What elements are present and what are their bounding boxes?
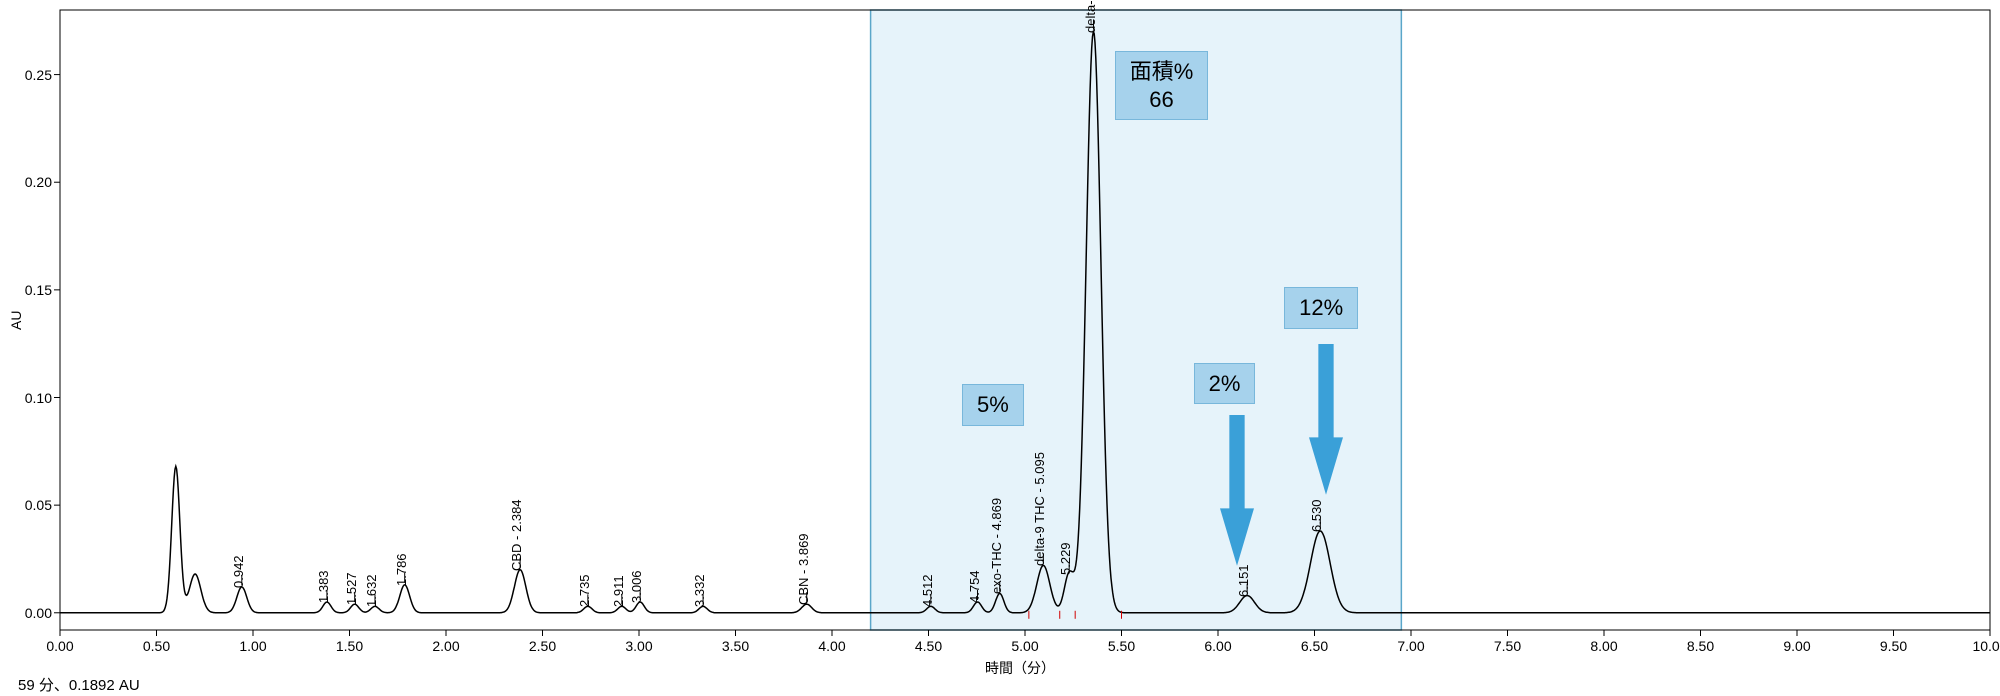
y-tick-label: 0.00 (12, 605, 52, 621)
peak-label: 4.512 (920, 575, 935, 608)
peak-label: CBN - 3.869 (796, 534, 811, 606)
peak-label: 1.786 (394, 553, 409, 586)
peak-label: 0.942 (231, 555, 246, 588)
peak-label: 2.735 (577, 575, 592, 608)
x-tick-label: 9.50 (1874, 638, 1914, 654)
x-tick-label: 6.00 (1198, 638, 1238, 654)
y-tick-label: 0.10 (12, 390, 52, 406)
x-tick-label: 1.00 (233, 638, 273, 654)
callout-2pct: 2% (1194, 363, 1256, 405)
callout-area66: 面積%66 (1115, 51, 1209, 120)
y-tick-label: 0.15 (12, 282, 52, 298)
arrow-12pct (1307, 342, 1345, 497)
peak-label: 6.530 (1309, 499, 1324, 532)
x-tick-label: 7.50 (1488, 638, 1528, 654)
peak-label: 3.332 (692, 575, 707, 608)
x-tick-label: 5.00 (1005, 638, 1045, 654)
callout-12pct: 12% (1284, 287, 1358, 329)
x-tick-label: 10.00 (1970, 638, 2000, 654)
y-tick-label: 0.25 (12, 67, 52, 83)
x-tick-label: 3.50 (716, 638, 756, 654)
x-tick-label: 6.50 (1295, 638, 1335, 654)
x-tick-label: 5.50 (1102, 638, 1142, 654)
y-axis-label: AU (8, 311, 24, 330)
x-tick-label: 2.50 (523, 638, 563, 654)
y-tick-label: 0.05 (12, 497, 52, 513)
overlay-layer: 0.00 0.50 1.00 1.50 2.00 2.50 3.00 3.50 4.00 4.50… (0, 0, 2000, 696)
x-tick-label: 8.00 (1584, 638, 1624, 654)
status-readout: 59 分、0.1892 AU (18, 674, 140, 695)
x-tick-label: 8.50 (1681, 638, 1721, 654)
peak-label: 2.911 (611, 576, 626, 608)
peak-label: delta-9 THC - 5.095 (1032, 452, 1047, 566)
callout-5pct: 5% (962, 384, 1024, 426)
x-tick-label: 1.50 (330, 638, 370, 654)
peak-label: 6.151 (1236, 564, 1251, 597)
peak-label: 5.229 (1058, 542, 1073, 575)
peak-label: 4.754 (967, 570, 982, 603)
x-tick-label: 7.00 (1391, 638, 1431, 654)
x-tick-label: 9.00 (1777, 638, 1817, 654)
x-tick-label: 0.00 (40, 638, 80, 654)
peak-label: 1.383 (316, 570, 331, 603)
peak-label: 1.632 (364, 575, 379, 608)
x-tick-label: 4.50 (909, 638, 949, 654)
peak-label: 3.006 (629, 570, 644, 603)
x-axis-label: 時間（分） (985, 658, 1055, 678)
arrow-2pct (1218, 413, 1256, 568)
peak-label: CBD - 2.384 (509, 499, 524, 571)
x-tick-label: 4.00 (812, 638, 852, 654)
y-tick-label: 0.20 (12, 174, 52, 190)
peak-label: 1.527 (344, 573, 359, 606)
x-tick-label: 3.00 (619, 638, 659, 654)
x-tick-label: 2.00 (426, 638, 466, 654)
x-tick-label: 0.50 (137, 638, 177, 654)
peak-label: delta-8 THC - 5.355 (1083, 0, 1098, 33)
peak-label: exo-THC - 4.869 (989, 498, 1004, 594)
